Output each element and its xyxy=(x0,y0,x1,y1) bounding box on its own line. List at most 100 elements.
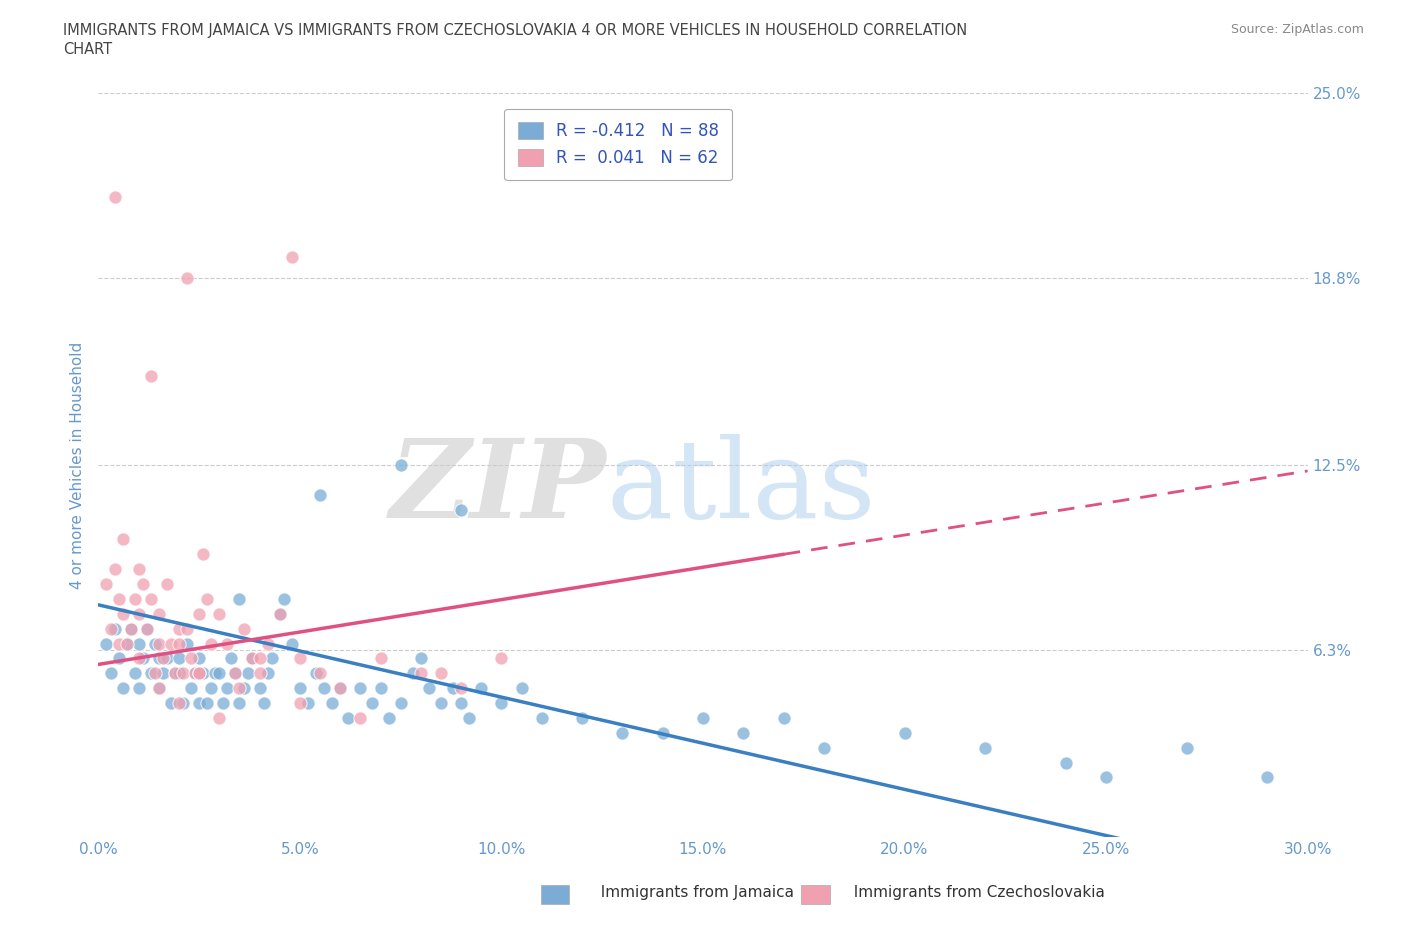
Point xyxy=(193,666,215,681)
Point xyxy=(167,666,190,681)
Point xyxy=(100,666,122,681)
Point xyxy=(139,591,162,606)
Point xyxy=(156,577,179,591)
Point xyxy=(115,636,138,651)
Point xyxy=(772,711,794,725)
Point xyxy=(188,696,211,711)
Point xyxy=(120,621,142,636)
Point xyxy=(236,666,259,681)
Point xyxy=(221,651,243,666)
Point xyxy=(491,696,513,711)
Point xyxy=(188,666,211,681)
Point xyxy=(389,696,412,711)
Point xyxy=(228,696,250,711)
Point xyxy=(152,651,174,666)
Point xyxy=(172,696,194,711)
Point xyxy=(470,681,492,696)
Y-axis label: 4 or more Vehicles in Household: 4 or more Vehicles in Household xyxy=(69,341,84,589)
Point xyxy=(208,606,231,621)
Point xyxy=(107,636,129,651)
Point xyxy=(377,711,399,725)
Point xyxy=(128,636,150,651)
Text: CHART: CHART xyxy=(63,42,112,57)
Point xyxy=(139,368,162,383)
Point xyxy=(361,696,384,711)
Point xyxy=(195,591,218,606)
Point xyxy=(491,651,513,666)
Point xyxy=(124,591,146,606)
Point xyxy=(450,681,472,696)
Point xyxy=(176,270,198,285)
Point xyxy=(813,740,835,755)
Point xyxy=(208,666,231,681)
Point xyxy=(111,681,134,696)
Point xyxy=(152,666,174,681)
Point xyxy=(200,681,222,696)
Point xyxy=(409,651,432,666)
Point xyxy=(224,666,246,681)
Point xyxy=(204,666,226,681)
Text: Immigrants from Jamaica: Immigrants from Jamaica xyxy=(591,885,793,900)
Point xyxy=(195,696,218,711)
Point xyxy=(103,621,125,636)
Point xyxy=(450,696,472,711)
Point xyxy=(124,666,146,681)
Point xyxy=(260,651,283,666)
Point xyxy=(402,666,425,681)
Point xyxy=(228,591,250,606)
Point xyxy=(193,547,215,562)
Point xyxy=(128,562,150,577)
Point xyxy=(167,636,190,651)
Point xyxy=(148,636,170,651)
Point xyxy=(441,681,464,696)
Point xyxy=(1175,740,1198,755)
Point xyxy=(156,651,179,666)
Point xyxy=(458,711,481,725)
Point xyxy=(893,725,915,740)
Point xyxy=(167,696,190,711)
Point xyxy=(288,696,311,711)
Point xyxy=(184,666,207,681)
Point xyxy=(132,651,155,666)
Point xyxy=(103,190,125,205)
Point xyxy=(208,711,231,725)
Point xyxy=(309,487,332,502)
Point xyxy=(148,606,170,621)
Point xyxy=(249,666,271,681)
Point xyxy=(128,606,150,621)
Point xyxy=(273,591,295,606)
Point xyxy=(180,681,202,696)
Point xyxy=(733,725,755,740)
Point xyxy=(314,681,336,696)
Point xyxy=(111,606,134,621)
Point xyxy=(103,562,125,577)
Point xyxy=(96,577,118,591)
Point xyxy=(253,696,276,711)
Point xyxy=(692,711,714,725)
Point xyxy=(409,666,432,681)
Point xyxy=(217,681,239,696)
Point xyxy=(135,621,157,636)
Point xyxy=(249,681,271,696)
Point xyxy=(111,532,134,547)
Point xyxy=(288,651,311,666)
Point xyxy=(370,651,392,666)
Point xyxy=(349,711,371,725)
Point xyxy=(321,696,343,711)
Point xyxy=(1095,770,1118,785)
Point xyxy=(571,711,593,725)
Point xyxy=(128,681,150,696)
Text: Source: ZipAtlas.com: Source: ZipAtlas.com xyxy=(1230,23,1364,36)
Point xyxy=(249,651,271,666)
Point xyxy=(297,696,319,711)
Point xyxy=(530,711,553,725)
Point xyxy=(212,696,235,711)
Point xyxy=(188,666,211,681)
Point xyxy=(418,681,440,696)
Point xyxy=(228,681,250,696)
Point xyxy=(288,681,311,696)
Point xyxy=(135,621,157,636)
Point xyxy=(349,681,371,696)
Point xyxy=(450,502,472,517)
Text: atlas: atlas xyxy=(606,433,876,541)
